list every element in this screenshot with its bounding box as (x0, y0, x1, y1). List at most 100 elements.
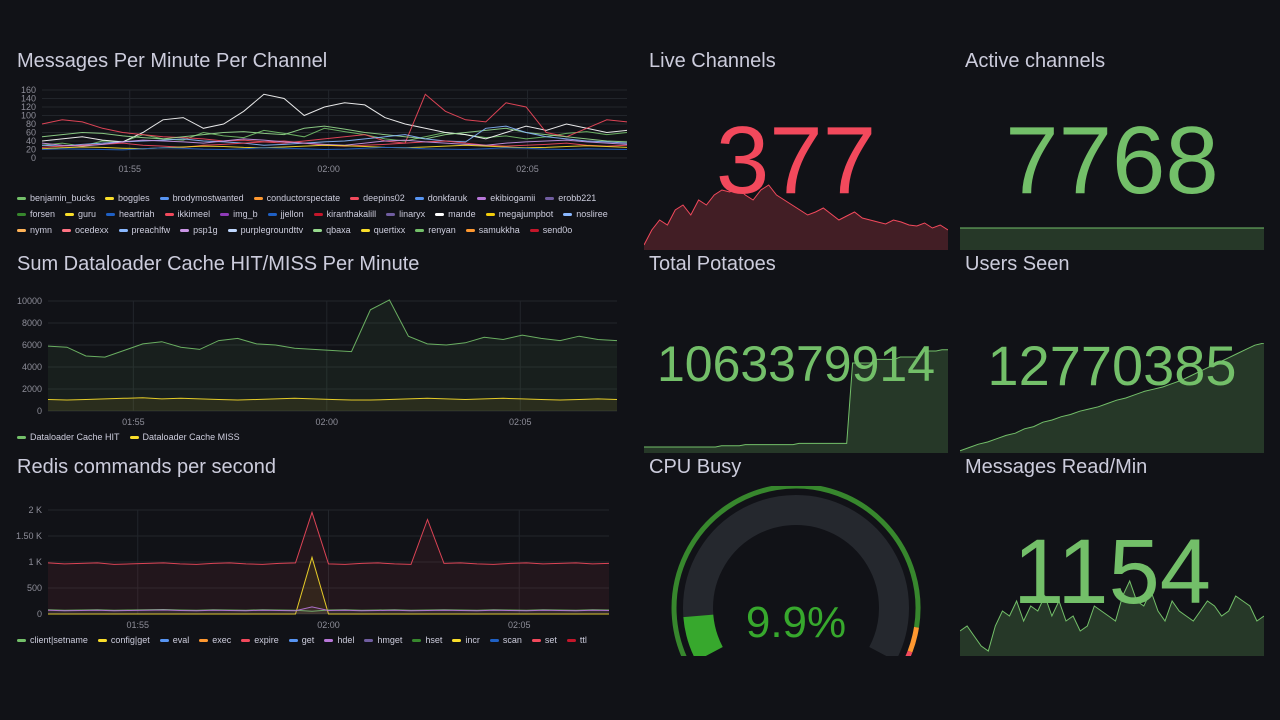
legend-swatch (485, 213, 495, 217)
legend-item[interactable]: kiranthakalill (313, 206, 377, 222)
panel-title[interactable]: Messages Read/Min (965, 456, 1148, 478)
total-potatoes-value: 1063379914 (656, 336, 936, 392)
legend-label: hset (425, 635, 443, 645)
legend-swatch (452, 639, 462, 643)
legend-item[interactable]: renyan (415, 222, 456, 238)
legend-item[interactable]: conductorspectate (253, 190, 340, 206)
panel-title[interactable]: Active channels (965, 50, 1106, 72)
legend-item[interactable]: incr (452, 632, 480, 648)
legend-item[interactable]: purplegroundttv (227, 222, 304, 238)
legend-item[interactable]: erobb221 (545, 190, 596, 206)
legend-label: kiranthakalill (326, 209, 377, 219)
legend-item[interactable]: exec (199, 632, 231, 648)
legend-label: benjamin_bucks (30, 193, 96, 203)
panel-title[interactable]: Total Potatoes (649, 253, 776, 275)
y-tick-label: 40 (26, 136, 36, 146)
legend-item[interactable]: deepins02 (350, 190, 405, 206)
x-tick-label: 01:55 (118, 164, 141, 174)
y-tick-label: 2 K (28, 505, 42, 515)
legend-label: renyan (428, 225, 456, 235)
legend-item[interactable]: boggles (105, 190, 150, 206)
redis-chart[interactable]: 0 500 1 K 1.50 K 2 K 01:55 02:00 02:05 (12, 490, 632, 640)
legend-swatch (489, 639, 499, 643)
legend-item[interactable]: jjellon (267, 206, 304, 222)
panel-title[interactable]: Redis commands per second (17, 456, 277, 478)
legend-item[interactable]: ttl (566, 632, 587, 648)
legend-item[interactable]: scan (489, 632, 522, 648)
series-line (48, 555, 609, 615)
dataloader-chart[interactable]: 0 2000 4000 6000 8000 10000 01:55 02:00 02:05 (12, 287, 632, 437)
legend-item[interactable]: expire (241, 632, 279, 648)
series-line (41, 127, 628, 147)
legend-item[interactable]: linaryx (386, 206, 425, 222)
legend-item[interactable]: ikkimeel (164, 206, 210, 222)
legend-item[interactable]: heartriah (106, 206, 155, 222)
legend-item[interactable]: Dataloader Cache HIT (17, 429, 120, 445)
legend-item[interactable]: benjamin_bucks (17, 190, 95, 206)
legend-item[interactable]: set (531, 632, 557, 648)
x-tick-label: 01:55 (122, 417, 145, 427)
legend-label: purplegroundttv (240, 225, 304, 235)
x-tick-label: 01:55 (126, 620, 149, 630)
legend-label: erobb221 (558, 193, 597, 203)
legend-label: nosliree (576, 209, 608, 219)
legend-item[interactable]: hset (412, 632, 442, 648)
legend-item[interactable]: eval (159, 632, 189, 648)
legend-item[interactable]: nosliree (563, 206, 608, 222)
legend-label: samukkha (478, 225, 520, 235)
users-seen-sparkline (960, 343, 1264, 453)
messages-legend: benjamin_bucks boggles brodymostwanted cond… (17, 190, 627, 242)
legend-item[interactable]: send0o (529, 222, 572, 238)
legend-item[interactable]: hdel (324, 632, 354, 648)
legend-item[interactable]: snlezkaa_ (17, 238, 71, 242)
panel-title[interactable]: CPU Busy (649, 456, 742, 478)
legend-label: ekibiogamii (490, 193, 536, 203)
legend-swatch (65, 213, 75, 217)
legend-item[interactable]: config|get (97, 632, 150, 648)
legend-label: img_b (233, 209, 258, 219)
legend-swatch (414, 197, 424, 201)
legend-item[interactable]: get (288, 632, 314, 648)
panel-title[interactable]: Messages Per Minute Per Channel (17, 50, 328, 72)
panel-active-channels: Active channels 7768 (960, 50, 1264, 250)
panel-title[interactable]: Sum Dataloader Cache HIT/MISS Per Minute (17, 253, 420, 275)
legend-swatch (129, 436, 139, 440)
legend-swatch (435, 213, 445, 217)
legend-item[interactable]: quertixx (360, 222, 405, 238)
legend-item[interactable]: brodymostwanted (159, 190, 244, 206)
legend-item[interactable]: qbaxa (313, 222, 351, 238)
legend-label: nymn (30, 225, 53, 235)
legend-item[interactable]: nymn (17, 222, 52, 238)
series-area (48, 299, 617, 411)
legend-item[interactable]: psp1g (180, 222, 218, 238)
legend-item[interactable]: samukkha (465, 222, 520, 238)
legend-item[interactable]: guru (65, 206, 96, 222)
legend-item[interactable]: megajumpbot (485, 206, 553, 222)
legend-swatch (563, 213, 573, 217)
legend-swatch (17, 229, 26, 233)
legend-item[interactable]: Dataloader Cache MISS (129, 429, 240, 445)
legend-item[interactable]: img_b (220, 206, 258, 222)
gauge-threshold-green (671, 486, 921, 656)
y-tick-label: 0 (31, 153, 36, 163)
legend-label: exec (212, 635, 232, 645)
series-line (41, 93, 628, 144)
legend-item[interactable]: ekibiogamii (477, 190, 535, 206)
legend-item[interactable]: ocedexx (62, 222, 109, 238)
legend-swatch (545, 197, 555, 201)
panel-title[interactable]: Live Channels (649, 50, 776, 72)
legend-item[interactable]: preachlfw (118, 222, 170, 238)
y-tick-label: 2000 (22, 384, 42, 394)
legend-swatch (531, 639, 541, 643)
legend-swatch (199, 639, 209, 643)
legend-item[interactable]: client|setname (17, 632, 88, 648)
legend-item[interactable]: forsen (17, 206, 55, 222)
legend-item[interactable]: hmget (364, 632, 402, 648)
sparkline-area (644, 185, 948, 250)
legend-item[interactable]: donkfaruk (414, 190, 467, 206)
legend-item[interactable]: mande (435, 206, 476, 222)
legend-swatch (17, 213, 26, 217)
sparkline-line (960, 579, 1264, 652)
panel-title[interactable]: Users Seen (965, 253, 1070, 275)
